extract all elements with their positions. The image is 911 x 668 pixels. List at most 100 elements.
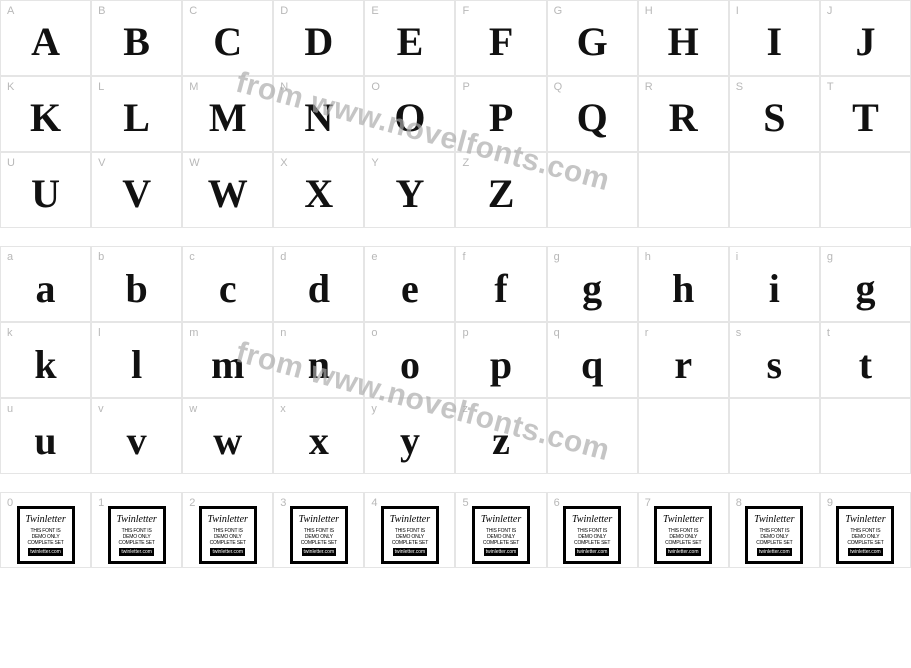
cell-label: 9 bbox=[827, 497, 833, 509]
cell-label: E bbox=[371, 5, 378, 17]
glyph: x bbox=[309, 421, 329, 461]
empty-cell bbox=[638, 398, 729, 474]
glyph: M bbox=[209, 98, 247, 138]
demo-box-line: COMPLETE SET bbox=[119, 540, 155, 546]
glyph: F bbox=[489, 22, 513, 62]
cell-label: i bbox=[736, 251, 738, 263]
glyph: n bbox=[308, 345, 330, 385]
cell-label: o bbox=[371, 327, 377, 339]
glyph: u bbox=[34, 421, 56, 461]
glyph-cell: QQ bbox=[547, 76, 638, 152]
glyph-cell: ff bbox=[455, 246, 546, 322]
glyph-cell: ww bbox=[182, 398, 273, 474]
demo-box-title: Twinletter bbox=[116, 514, 156, 526]
glyph-cell: bb bbox=[91, 246, 182, 322]
digit-cell: 0TwinletterTHIS FONT ISDEMO ONLYCOMPLETE… bbox=[0, 492, 91, 568]
glyph-cell: ss bbox=[729, 322, 820, 398]
cell-label: X bbox=[280, 157, 287, 169]
demo-box-bar: twinletter.com bbox=[666, 548, 701, 556]
glyph-cell: tt bbox=[820, 322, 911, 398]
glyph: A bbox=[31, 22, 60, 62]
glyph: Q bbox=[577, 98, 608, 138]
digit-cell: 1TwinletterTHIS FONT ISDEMO ONLYCOMPLETE… bbox=[91, 492, 182, 568]
demo-box: TwinletterTHIS FONT ISDEMO ONLYCOMPLETE … bbox=[290, 506, 348, 564]
glyph: o bbox=[400, 345, 420, 385]
glyph: D bbox=[304, 22, 333, 62]
glyph: Y bbox=[395, 174, 424, 214]
cell-label: L bbox=[98, 81, 104, 93]
cell-label: 2 bbox=[189, 497, 195, 509]
cell-label: z bbox=[462, 403, 468, 415]
glyph: l bbox=[131, 345, 142, 385]
cell-label: e bbox=[371, 251, 377, 263]
glyph-cell: WW bbox=[182, 152, 273, 228]
glyph-cell: CC bbox=[182, 0, 273, 76]
glyph: T bbox=[852, 98, 879, 138]
demo-box-title: Twinletter bbox=[299, 514, 339, 526]
cell-label: d bbox=[280, 251, 286, 263]
cell-label: U bbox=[7, 157, 15, 169]
cell-label: q bbox=[554, 327, 560, 339]
demo-box: TwinletterTHIS FONT ISDEMO ONLYCOMPLETE … bbox=[381, 506, 439, 564]
cell-label: J bbox=[827, 5, 833, 17]
empty-cell bbox=[638, 152, 729, 228]
glyph-cell: MM bbox=[182, 76, 273, 152]
glyph: C bbox=[213, 22, 242, 62]
cell-label: P bbox=[462, 81, 469, 93]
glyph: r bbox=[674, 345, 692, 385]
demo-box-title: Twinletter bbox=[481, 514, 521, 526]
glyph: O bbox=[394, 98, 425, 138]
glyph: e bbox=[401, 269, 419, 309]
cell-label: S bbox=[736, 81, 743, 93]
demo-box-title: Twinletter bbox=[208, 514, 248, 526]
cell-label: p bbox=[462, 327, 468, 339]
glyph-cell: NN bbox=[273, 76, 364, 152]
demo-box: TwinletterTHIS FONT ISDEMO ONLYCOMPLETE … bbox=[654, 506, 712, 564]
cell-label: 5 bbox=[462, 497, 468, 509]
glyph: K bbox=[30, 98, 61, 138]
glyph-cell: rr bbox=[638, 322, 729, 398]
demo-box-line: COMPLETE SET bbox=[847, 540, 883, 546]
glyph: G bbox=[577, 22, 608, 62]
glyph: L bbox=[123, 98, 150, 138]
cell-label: 6 bbox=[554, 497, 560, 509]
digits-grid: 0 TwinletterTHIS FONT ISDEMO ONLYCOMPLETE… bbox=[0, 492, 911, 568]
glyph-cell: VV bbox=[91, 152, 182, 228]
cell-label: k bbox=[7, 327, 13, 339]
glyph: q bbox=[581, 345, 603, 385]
uppercase-grid: AABBCCDDEEFFGGHHIIJJKKLLMMNNOOPPQQRRSSTT… bbox=[0, 0, 911, 228]
glyph-cell: uu bbox=[0, 398, 91, 474]
cell-label: 0 bbox=[7, 497, 13, 509]
cell-label: 3 bbox=[280, 497, 286, 509]
cell-label: N bbox=[280, 81, 288, 93]
glyph: Z bbox=[488, 174, 515, 214]
glyph: I bbox=[767, 22, 783, 62]
glyph: S bbox=[763, 98, 785, 138]
glyph: g bbox=[855, 269, 875, 309]
glyph-cell: EE bbox=[364, 0, 455, 76]
glyph: P bbox=[489, 98, 513, 138]
glyph-cell: gg bbox=[820, 246, 911, 322]
cell-label: v bbox=[98, 403, 104, 415]
glyph: v bbox=[127, 421, 147, 461]
glyph: c bbox=[219, 269, 237, 309]
glyph-cell: vv bbox=[91, 398, 182, 474]
cell-label: s bbox=[736, 327, 742, 339]
glyph-cell: nn bbox=[273, 322, 364, 398]
glyph: H bbox=[668, 22, 699, 62]
glyph: m bbox=[211, 345, 244, 385]
glyph-cell: ll bbox=[91, 322, 182, 398]
glyph-cell: ee bbox=[364, 246, 455, 322]
glyph: k bbox=[34, 345, 56, 385]
digit-cell: 9TwinletterTHIS FONT ISDEMO ONLYCOMPLETE… bbox=[820, 492, 911, 568]
glyph: f bbox=[494, 269, 507, 309]
glyph-cell: gg bbox=[547, 246, 638, 322]
glyph-cell: cc bbox=[182, 246, 273, 322]
demo-box: TwinletterTHIS FONT ISDEMO ONLYCOMPLETE … bbox=[563, 506, 621, 564]
glyph-cell: hh bbox=[638, 246, 729, 322]
glyph-cell: RR bbox=[638, 76, 729, 152]
cell-label: 7 bbox=[645, 497, 651, 509]
demo-box-bar: twinletter.com bbox=[757, 548, 792, 556]
cell-label: R bbox=[645, 81, 653, 93]
glyph: p bbox=[490, 345, 512, 385]
